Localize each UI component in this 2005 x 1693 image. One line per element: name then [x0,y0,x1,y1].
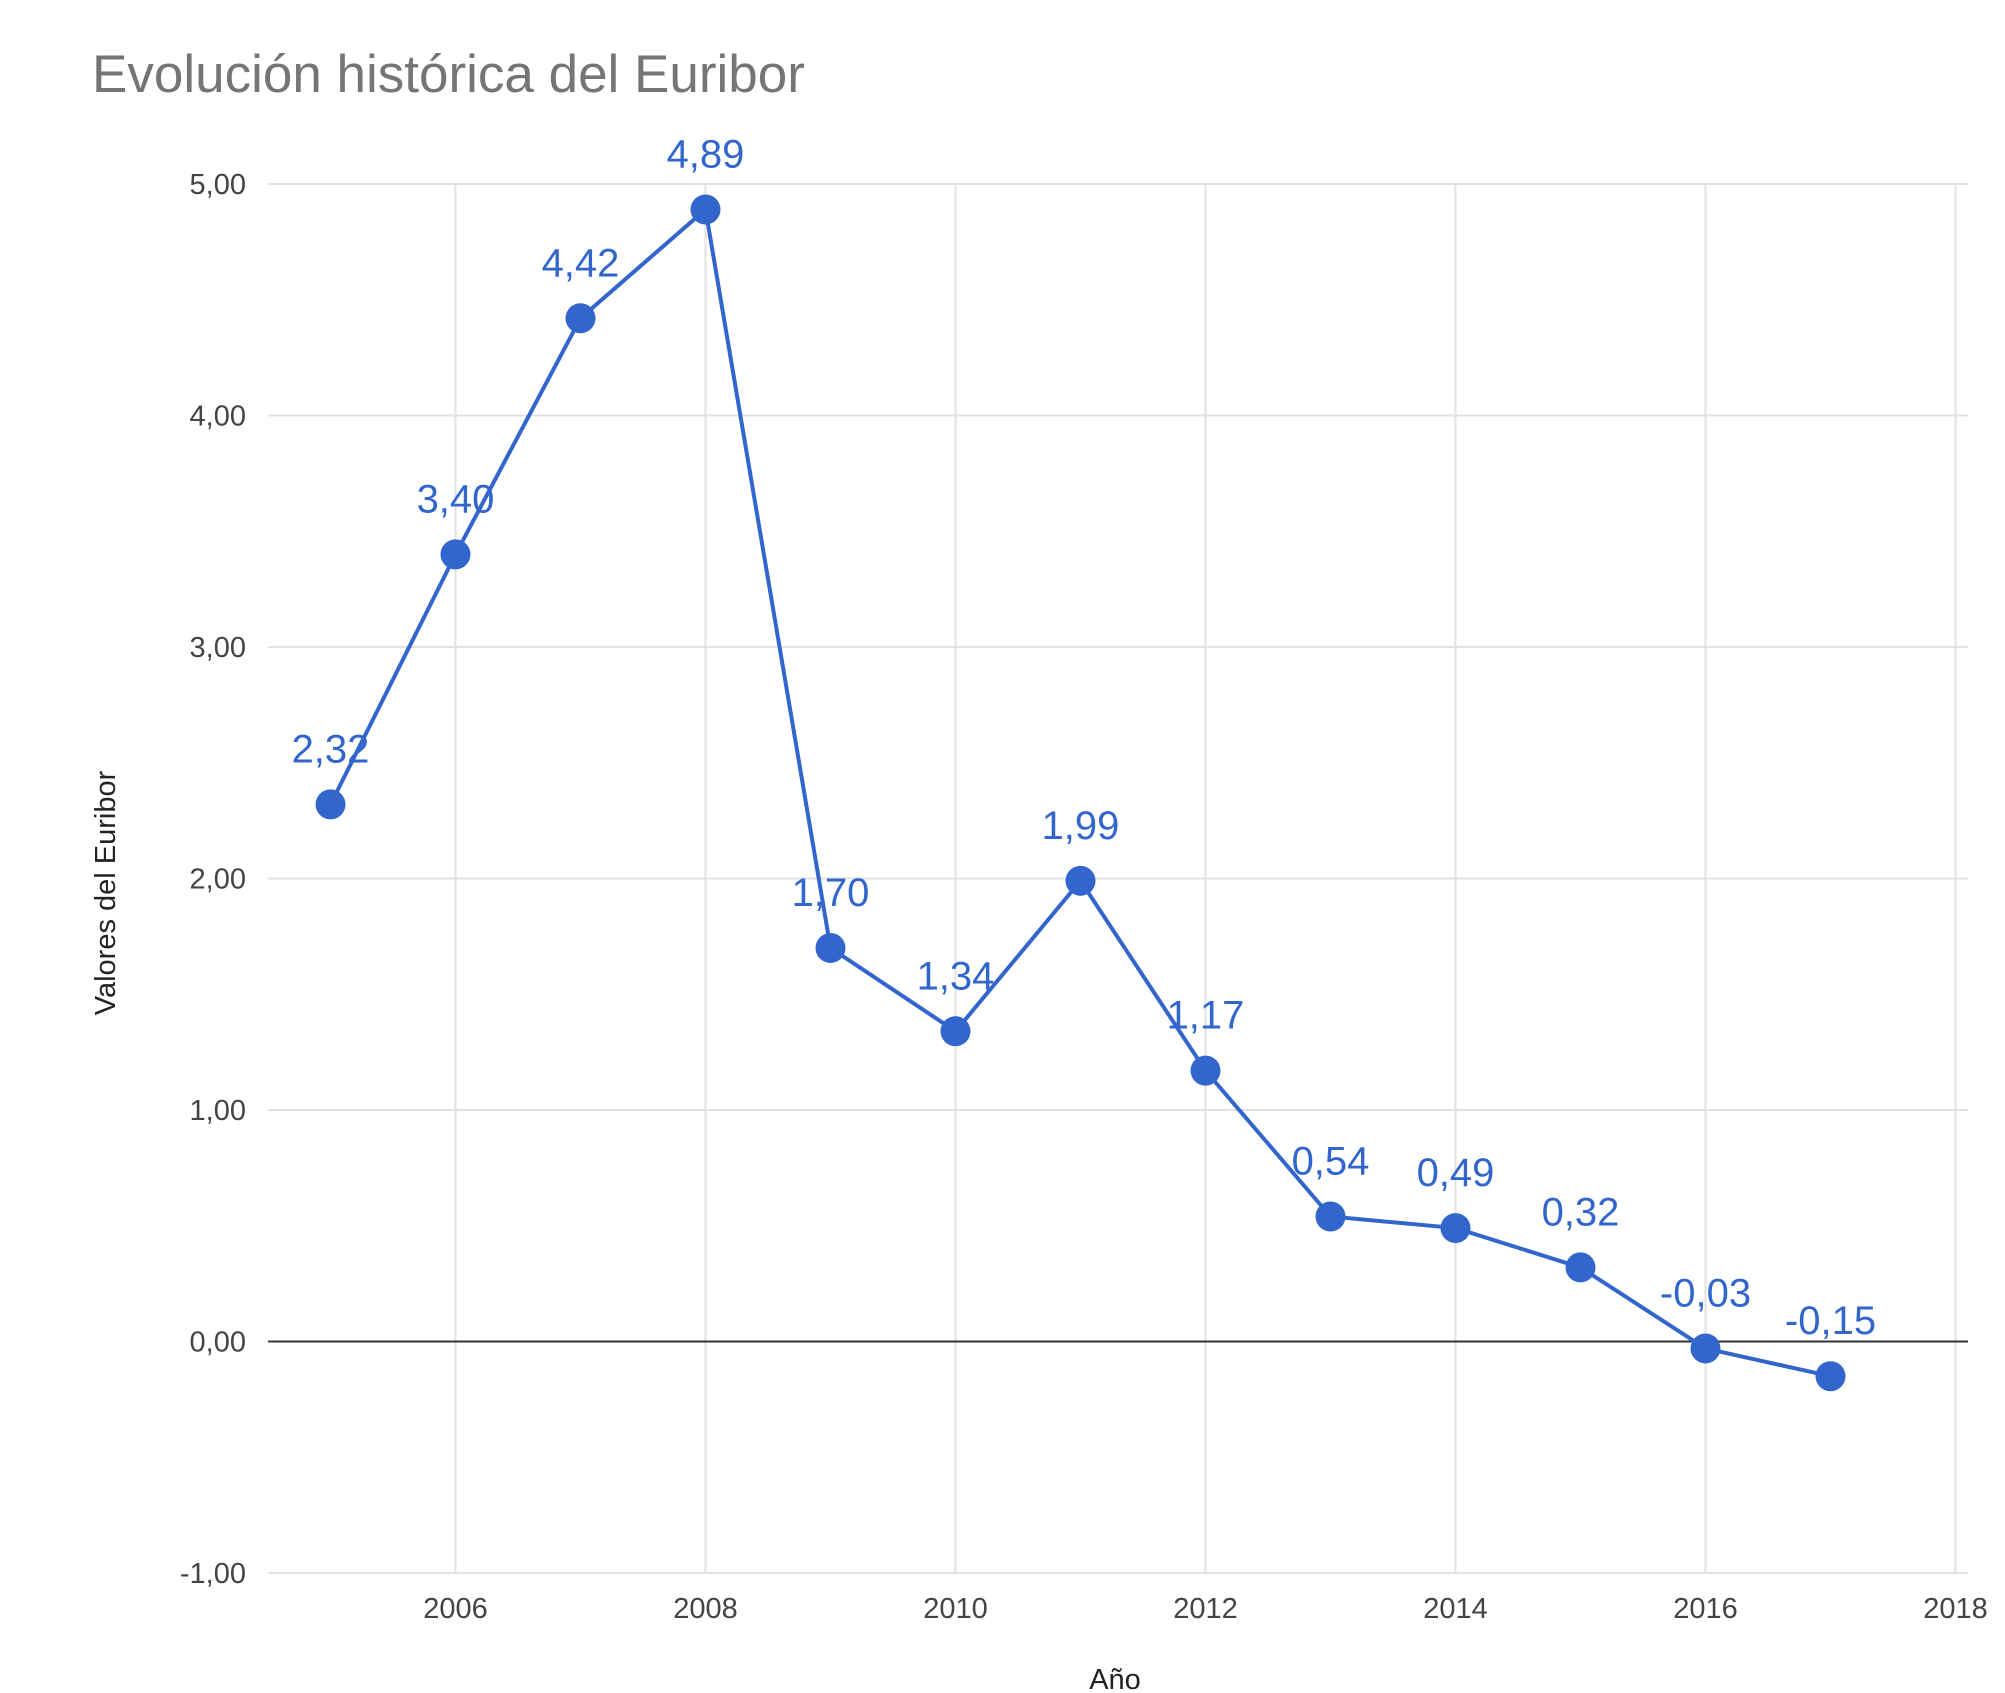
data-label: 0,54 [1292,1139,1370,1183]
data-label: -0,15 [1785,1299,1876,1343]
x-tick-label: 2008 [673,1593,738,1625]
data-label: 0,32 [1542,1190,1620,1234]
data-label: 1,17 [1167,994,1245,1038]
data-point [1815,1361,1846,1392]
data-label: 2,32 [292,727,370,771]
x-axis: 2006 2008 2010 2012 2014 2016 2018 [423,1593,1988,1625]
data-point [1190,1055,1221,1086]
chart-title: Evolución histórica del Euribor [92,45,805,104]
x-tick-label: 2018 [1923,1593,1988,1625]
data-label: 1,70 [792,871,870,915]
data-point [1690,1333,1721,1364]
data-point [440,539,471,570]
data-point [940,1016,971,1047]
x-axis-title: Año [1089,1664,1141,1693]
x-tick-label: 2012 [1173,1593,1238,1625]
y-axis: -1,00 0,00 1,00 2,00 3,00 4,00 5,00 [180,169,246,1590]
data-point [690,194,721,225]
x-tick-label: 2014 [1423,1593,1488,1625]
x-tick-label: 2016 [1673,1593,1738,1625]
data-labels: 2,32 3,40 4,42 4,89 1,70 1,34 1,99 1,17 0,54 0,49… [292,132,1877,1343]
y-tick-label: 0,00 [190,1327,246,1359]
data-label: 1,99 [1042,804,1120,848]
data-label: 4,89 [667,132,745,176]
data-point [1315,1201,1346,1232]
data-point [565,303,596,334]
data-points [315,194,1846,1392]
data-label: 1,34 [917,954,995,998]
data-label: 3,40 [417,477,495,521]
y-tick-label: 2,00 [190,864,246,896]
x-tick-label: 2010 [923,1593,988,1625]
data-point [1065,865,1096,896]
data-label: 0,49 [1417,1151,1495,1195]
data-point [815,932,846,963]
y-tick-label: 3,00 [190,632,246,664]
grid [268,183,1968,1574]
data-point [1565,1252,1596,1283]
y-tick-label: 4,00 [190,401,246,433]
y-axis-title: Valores del Euribor [90,770,122,1015]
x-tick-label: 2006 [423,1593,488,1625]
y-tick-label: -1,00 [180,1558,246,1590]
y-tick-label: 5,00 [190,169,246,201]
data-label: 4,42 [542,241,620,285]
data-point [1440,1213,1471,1244]
y-tick-label: 1,00 [190,1095,246,1127]
data-point [315,789,346,820]
data-label: -0,03 [1660,1271,1751,1315]
